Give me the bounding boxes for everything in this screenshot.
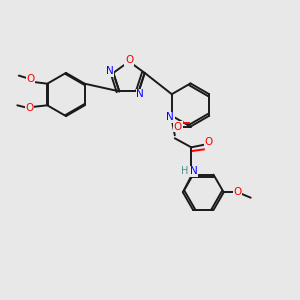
Text: H: H bbox=[181, 166, 188, 176]
Text: N: N bbox=[106, 66, 114, 76]
Text: O: O bbox=[125, 55, 133, 65]
Text: N: N bbox=[136, 89, 144, 99]
Text: O: O bbox=[27, 74, 35, 84]
Text: O: O bbox=[204, 137, 212, 147]
Text: N: N bbox=[190, 166, 198, 176]
Text: O: O bbox=[25, 103, 33, 113]
Text: N: N bbox=[167, 112, 174, 122]
Text: O: O bbox=[234, 187, 242, 197]
Text: O: O bbox=[174, 122, 182, 132]
